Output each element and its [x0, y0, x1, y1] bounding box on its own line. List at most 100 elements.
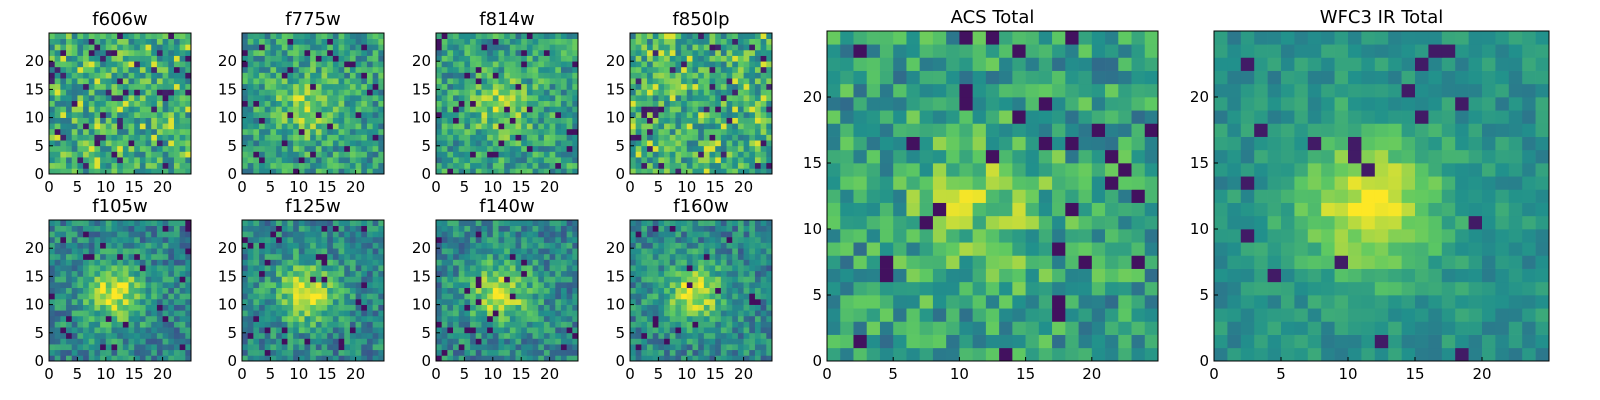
heatmap-cell	[281, 106, 288, 113]
heatmap-cell	[344, 225, 351, 232]
heatmap-cell	[173, 44, 180, 51]
heatmap-cell	[344, 140, 351, 147]
heatmap-cell	[173, 242, 180, 249]
heatmap-cell	[521, 242, 528, 249]
heatmap-cell	[436, 106, 443, 113]
heatmap-cell	[332, 225, 339, 232]
heatmap-cell	[754, 304, 761, 311]
heatmap-cell	[298, 44, 305, 51]
heatmap-cell	[349, 242, 356, 249]
heatmap-cell	[726, 140, 733, 147]
heatmap-cell	[60, 220, 67, 226]
heatmap-cell	[441, 315, 448, 322]
heatmap-cell	[543, 61, 550, 68]
heatmap-cell	[692, 123, 699, 130]
heatmap-cell	[630, 49, 637, 56]
heatmap-cell	[168, 49, 175, 56]
heatmap-cell	[464, 168, 471, 175]
heatmap-cell	[366, 83, 373, 90]
heatmap-cell	[698, 78, 705, 85]
heatmap-cell	[293, 140, 300, 147]
heatmap-cell	[652, 38, 659, 45]
heatmap-cell	[315, 276, 322, 283]
heatmap-cell	[145, 66, 152, 73]
heatmap-cell	[532, 128, 539, 135]
heatmap-cell	[453, 270, 460, 277]
heatmap-cell	[549, 89, 556, 96]
heatmap-cell	[760, 89, 767, 96]
heatmap-cell	[94, 89, 101, 96]
heatmap-cell	[487, 276, 494, 283]
heatmap-cell	[664, 83, 671, 90]
heatmap-cell	[179, 61, 186, 68]
heatmap-cell	[549, 293, 556, 300]
heatmap-cell	[458, 151, 465, 158]
heatmap-cell	[681, 293, 688, 300]
heatmap-cell	[686, 332, 693, 339]
heatmap-cell	[703, 270, 710, 277]
heatmap-cell	[749, 162, 756, 169]
heatmap-cell	[647, 72, 654, 79]
heatmap-cell	[487, 293, 494, 300]
heatmap-cell	[726, 259, 733, 266]
heatmap-cell	[453, 117, 460, 124]
heatmap-cell	[504, 327, 511, 334]
heatmap-cell	[54, 231, 61, 238]
heatmap-cell	[162, 242, 169, 249]
heatmap-cell	[692, 162, 699, 169]
heatmap-cell	[366, 123, 373, 130]
heatmap-cell	[276, 55, 283, 62]
heatmap-cell	[760, 293, 767, 300]
heatmap-cell	[287, 89, 294, 96]
heatmap-cell	[321, 128, 328, 135]
heatmap-cell	[60, 66, 67, 73]
heatmap-cell	[338, 44, 345, 51]
heatmap-cell	[538, 225, 545, 232]
heatmap-cell	[281, 157, 288, 164]
panel-title: f125w	[285, 196, 340, 217]
heatmap-cell	[470, 145, 477, 152]
heatmap-cell	[464, 55, 471, 62]
heatmap-cell	[54, 145, 61, 152]
heatmap-cell	[560, 242, 567, 249]
heatmap-cell	[566, 220, 573, 226]
heatmap-cell	[447, 106, 454, 113]
heatmap-cell	[572, 123, 579, 130]
heatmap-cell	[754, 123, 761, 130]
heatmap-cell	[509, 349, 516, 356]
heatmap-cell	[287, 282, 294, 289]
heatmap-cell	[168, 134, 175, 141]
heatmap-cell	[560, 89, 567, 96]
heatmap-cell	[538, 344, 545, 351]
heatmap-cell	[560, 55, 567, 62]
heatmap-cell	[664, 321, 671, 328]
heatmap-cell	[77, 270, 84, 277]
heatmap-cell	[111, 128, 118, 135]
heatmap-cell	[304, 355, 311, 362]
heatmap-cell	[498, 83, 505, 90]
heatmap-cell	[686, 310, 693, 317]
heatmap-cell	[481, 78, 488, 85]
heatmap-cell	[555, 111, 562, 118]
heatmap-cell	[134, 225, 141, 232]
heatmap-cell	[327, 259, 334, 266]
heatmap-cell	[658, 270, 665, 277]
heatmap-cell	[709, 332, 716, 339]
heatmap-cell	[737, 310, 744, 317]
heatmap-cell	[259, 168, 266, 175]
heatmap-cell	[145, 61, 152, 68]
heatmap-cell	[145, 349, 152, 356]
heatmap-cell	[378, 151, 385, 158]
heatmap-cell	[766, 293, 773, 300]
heatmap-cell	[549, 282, 556, 289]
heatmap-cell	[549, 72, 556, 79]
heatmap-cell	[560, 310, 567, 317]
heatmap-cell	[549, 310, 556, 317]
heatmap-cell	[264, 231, 271, 238]
heatmap-cell	[492, 117, 499, 124]
heatmap-cell	[572, 293, 579, 300]
heatmap-cell	[481, 106, 488, 113]
heatmap-cell	[521, 100, 528, 107]
heatmap-cell	[327, 236, 334, 243]
heatmap-cell	[378, 89, 385, 96]
